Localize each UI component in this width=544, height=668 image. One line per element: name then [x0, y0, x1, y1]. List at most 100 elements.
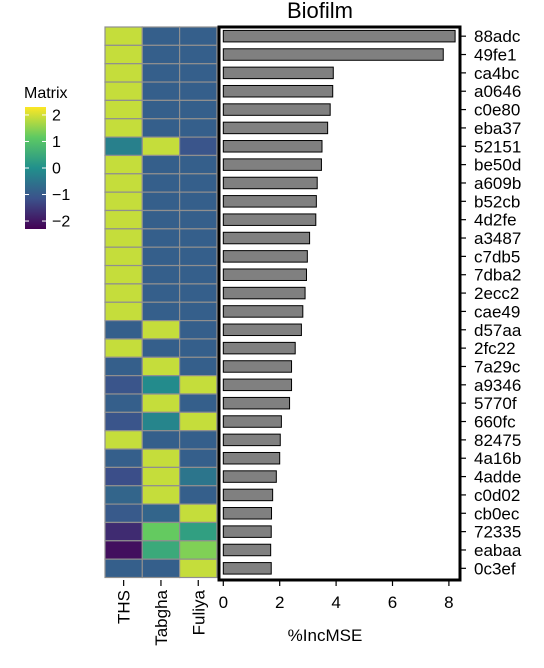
category-label: 5770f — [474, 394, 517, 413]
category-label: a9346 — [474, 376, 521, 395]
heatmap-cell — [104, 191, 143, 212]
category-label: c0d02 — [474, 486, 520, 505]
heatmap-cell — [141, 503, 181, 524]
heatmap-cell — [179, 264, 218, 285]
heatmap-cell — [141, 338, 181, 358]
heatmap-cell — [141, 356, 181, 377]
heatmap-cell — [141, 393, 181, 413]
category-label: d57aa — [474, 321, 522, 340]
x-tick-label: 6 — [388, 593, 397, 612]
heatmap-cell — [141, 521, 181, 542]
category-labels: 88adc49fe1ca4bca0646c0e80eba3752151be50d… — [460, 27, 522, 578]
heatmap-cell — [141, 264, 181, 285]
heatmap-cell — [104, 466, 143, 487]
heatmap-cell — [179, 540, 218, 560]
legend-tick-label: 1 — [52, 134, 61, 151]
bar — [222, 231, 311, 245]
heatmap-cell — [179, 466, 218, 487]
legend-ticks: 2 1 0 −1 −2 — [25, 107, 70, 231]
heatmap-cell — [179, 209, 218, 230]
heatmap-cell — [141, 26, 181, 46]
bar — [222, 305, 304, 318]
heatmap-cell — [104, 118, 143, 138]
heatmap-cell — [141, 540, 181, 560]
heatmap-cell — [179, 393, 218, 413]
heatmap-cell — [104, 228, 143, 248]
x-tick-label: 8 — [444, 593, 453, 612]
heatmap-cell — [104, 63, 143, 83]
category-label: b52cb — [474, 192, 520, 211]
heatmap-cell — [141, 320, 181, 340]
legend-tick-label: 0 — [52, 161, 61, 178]
heatmap-cell — [141, 191, 181, 212]
category-label: 7dba2 — [474, 266, 521, 285]
heatmap-cell — [179, 191, 218, 212]
heatmap-cell — [179, 503, 218, 524]
heatmap-column-label: THS — [115, 590, 134, 624]
category-label: 2ecc2 — [474, 284, 519, 303]
heatmap-cell — [141, 430, 181, 450]
x-tick-label: 0 — [219, 593, 228, 612]
heatmap-cell — [104, 26, 143, 46]
heatmap-cell — [141, 466, 181, 487]
heatmap-cell — [104, 338, 143, 358]
heatmap-cell — [141, 173, 181, 193]
category-label: 88adc — [474, 27, 521, 46]
heatmap-cell — [179, 26, 218, 46]
category-label: c7db5 — [474, 247, 520, 266]
heatmap-cell — [104, 393, 143, 413]
category-label: a3487 — [474, 229, 521, 248]
heatmap-cell — [141, 375, 181, 395]
bar — [222, 195, 317, 208]
heatmap-cell — [141, 209, 181, 230]
category-label: 7a29c — [474, 357, 521, 376]
bar — [222, 66, 334, 80]
heatmap-cell — [104, 44, 143, 65]
heatmap-cell — [141, 301, 181, 322]
bar — [222, 323, 302, 337]
heatmap-cell — [141, 63, 181, 83]
heatmap-cell — [179, 63, 218, 83]
heatmap-cell — [179, 154, 218, 175]
heatmap-cell — [141, 448, 181, 468]
heatmap-cell — [104, 209, 143, 230]
heatmap-cell — [104, 558, 143, 579]
heatmap-column-labels: THS Tabgha Fuliya — [115, 580, 208, 646]
category-label: 2fc22 — [474, 339, 516, 358]
bar — [222, 48, 444, 61]
heatmap-cell — [104, 99, 143, 120]
category-label: c0e80 — [474, 101, 520, 120]
bar — [222, 415, 282, 428]
heatmap-cell — [179, 44, 218, 65]
heatmap-cell — [179, 228, 218, 248]
bar — [222, 562, 272, 575]
heatmap-cell — [141, 44, 181, 65]
bar — [222, 84, 334, 98]
heatmap-cell — [179, 99, 218, 120]
heatmap-cell — [141, 136, 181, 157]
bar — [222, 341, 296, 355]
category-label: 82475 — [474, 431, 521, 450]
heatmap-cell — [104, 540, 143, 560]
heatmap-cell — [104, 264, 143, 285]
heatmap-cell — [179, 246, 218, 267]
bar — [222, 103, 331, 116]
plot-panel-border — [217, 25, 462, 582]
legend-tick-label: 2 — [52, 107, 61, 124]
category-label: 660fc — [474, 413, 516, 432]
heatmap-cell — [104, 356, 143, 377]
legend-title: Matrix — [24, 85, 68, 102]
heatmap-cell — [179, 118, 218, 138]
chart-title: Biofilm — [287, 0, 353, 23]
heatmap-cell — [141, 246, 181, 267]
heatmap-cell — [179, 283, 218, 303]
category-label: 4d2fe — [474, 211, 517, 230]
category-label: 4adde — [474, 468, 521, 487]
bar — [222, 121, 329, 135]
heatmap-cell — [141, 283, 181, 303]
heatmap-cell — [141, 99, 181, 120]
category-label: cb0ec — [474, 504, 520, 523]
bar — [222, 396, 291, 410]
heatmap-cell — [141, 154, 181, 175]
